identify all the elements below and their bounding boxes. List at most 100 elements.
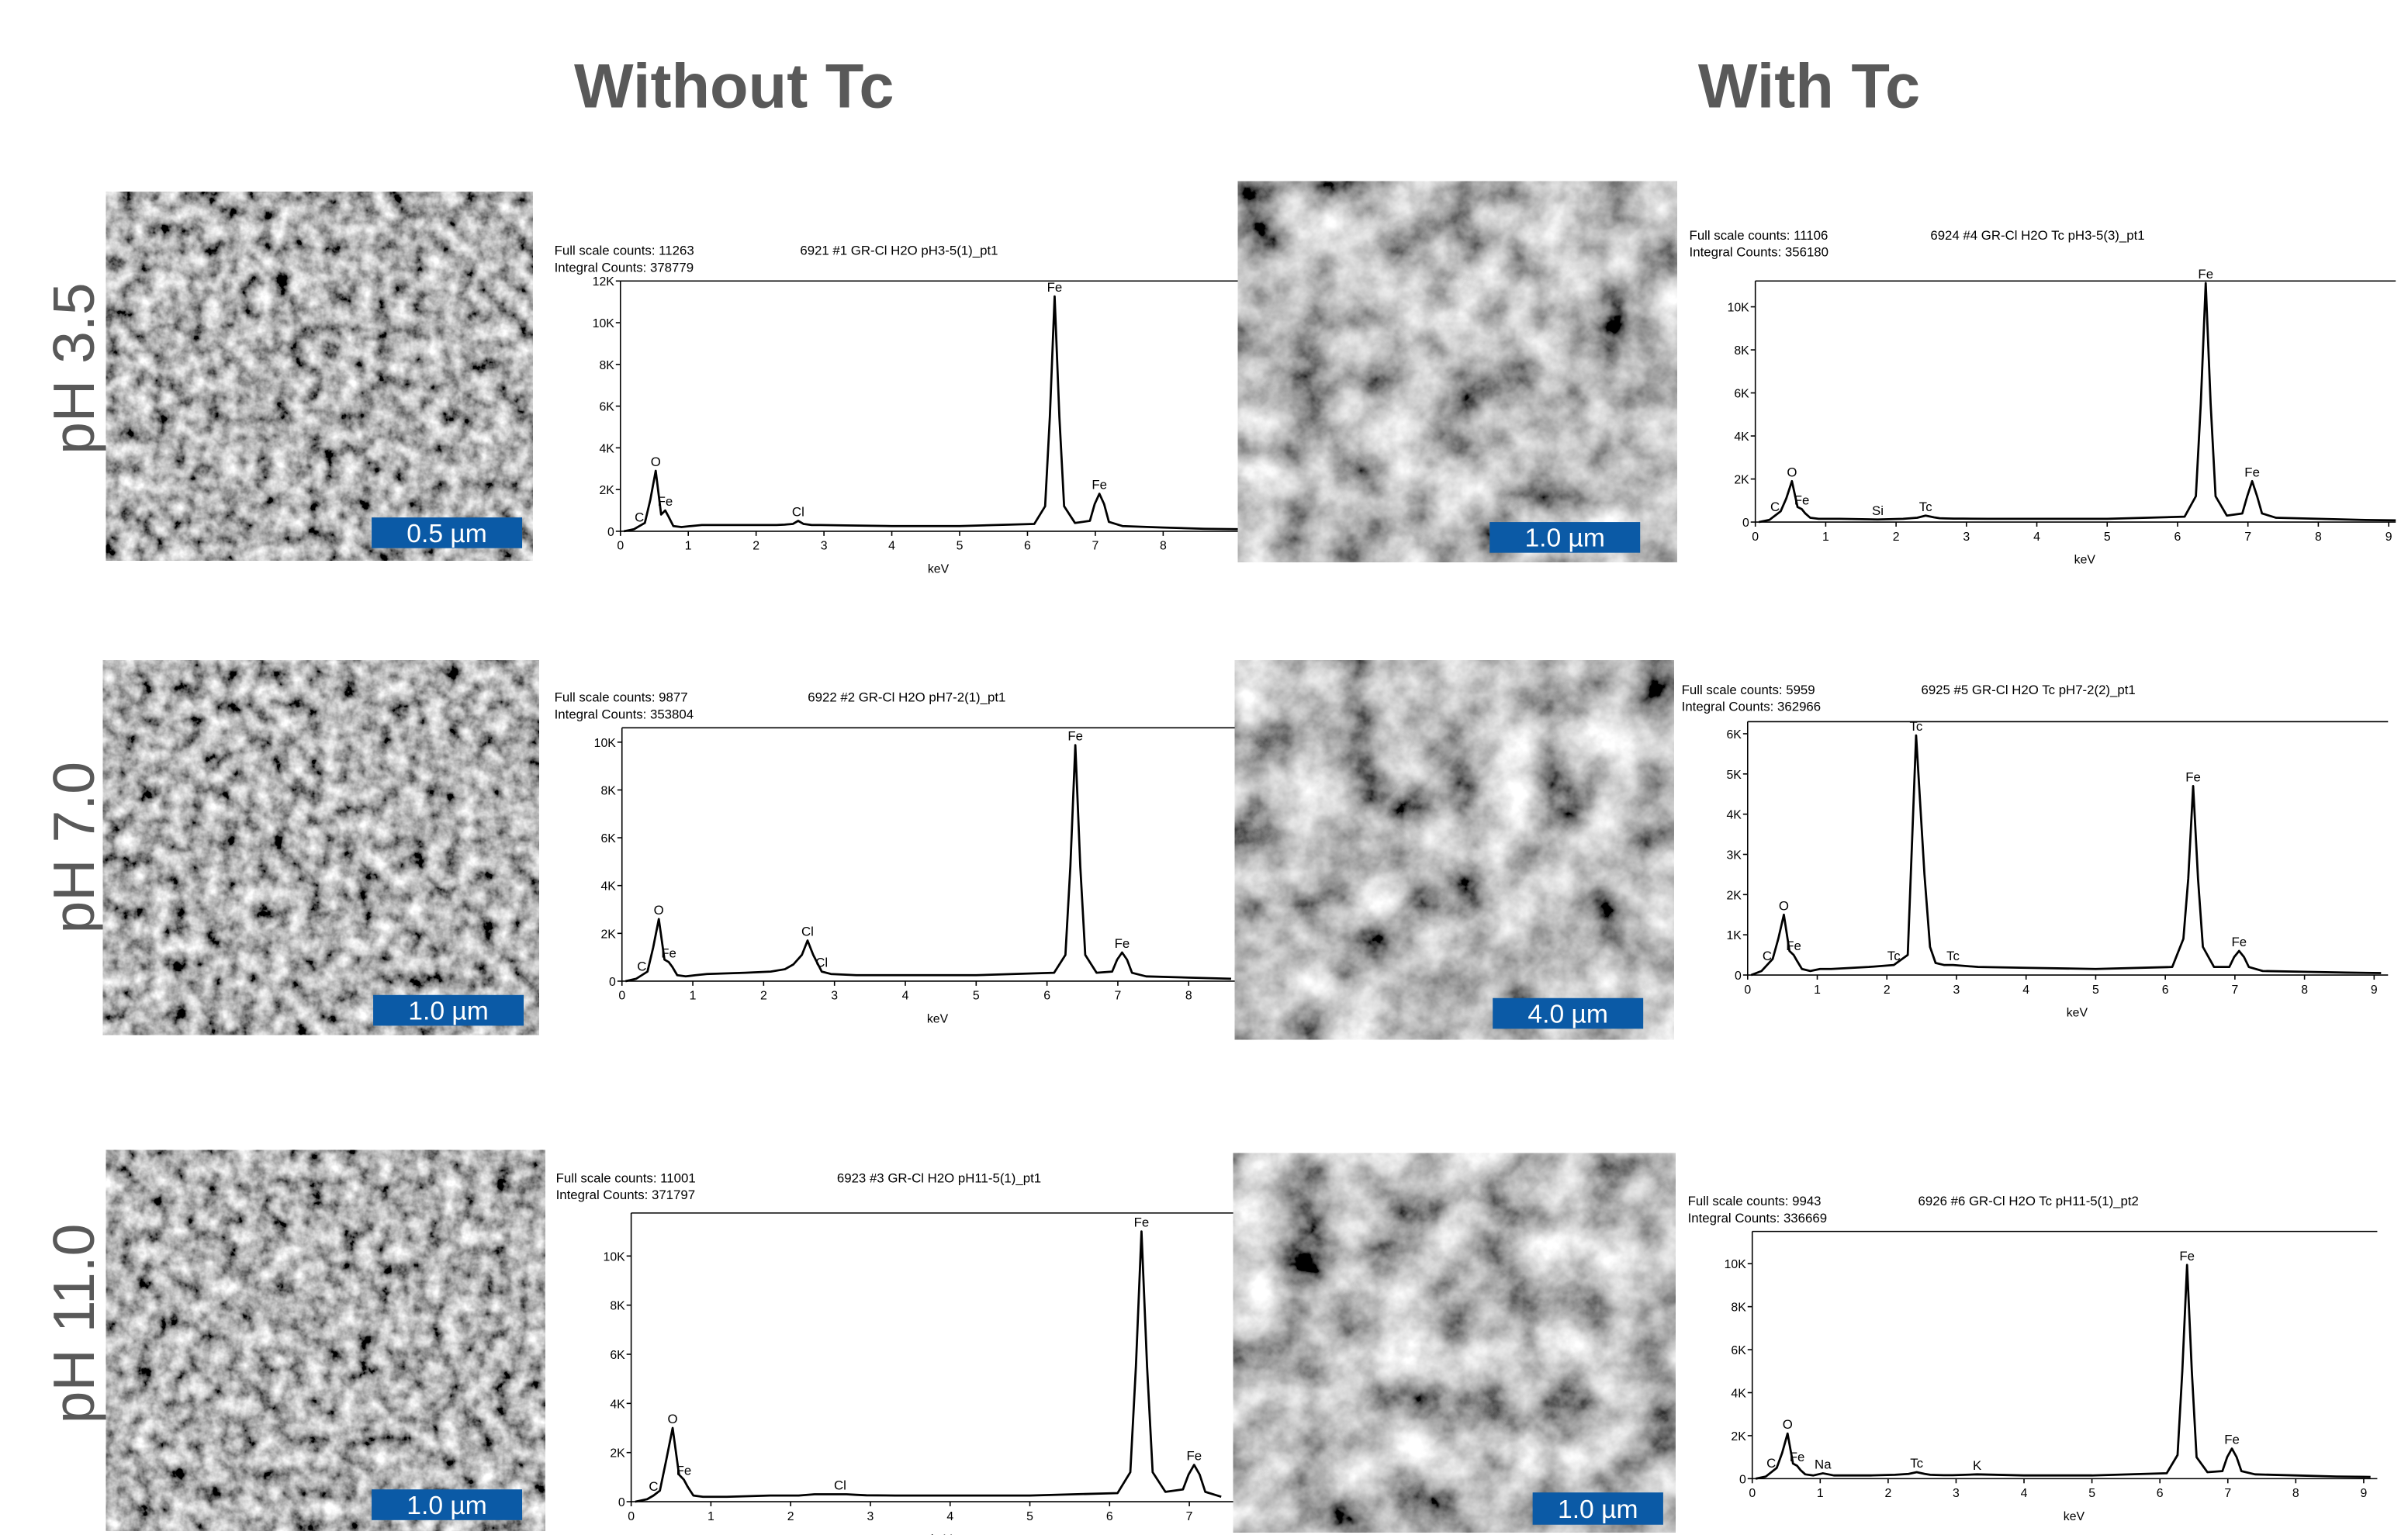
x-tick-label: 8: [2315, 531, 2322, 544]
scale-bar-label: 1.0 µm: [408, 997, 489, 1025]
x-tick-label: 8: [1185, 990, 1192, 1003]
column-header: With Tc: [1698, 52, 1920, 122]
x-tick-label: 1: [1814, 984, 1821, 997]
peak-label: Fe: [1786, 939, 1801, 953]
x-tick-label: 0: [618, 990, 625, 1003]
x-axis-label: keV: [2074, 554, 2096, 567]
y-tick-label: 0: [1742, 517, 1749, 530]
peak-label: Na: [1815, 1457, 1832, 1471]
figure: Without Tc With Tc pH 3.5pH 7.0pH 11.00.…: [0, 0, 2408, 1535]
scale-bar-label: 1.0 µm: [1524, 524, 1605, 553]
scale-bar-label: 0.5 µm: [407, 520, 487, 548]
x-axis-label: keV: [927, 1012, 949, 1025]
spectrum-line: [635, 1232, 1221, 1502]
x-tick-label: 5: [1026, 1510, 1033, 1523]
x-tick-label: 8: [2301, 984, 2308, 997]
y-tick-label: 4K: [600, 880, 616, 894]
x-tick-label: 6: [2174, 531, 2181, 544]
y-tick-label: 10K: [593, 317, 615, 330]
x-tick-label: 4: [888, 540, 895, 553]
y-tick-label: 0: [1739, 1473, 1746, 1486]
peak-label: Fe: [1790, 1450, 1805, 1464]
y-tick-label: 0: [609, 976, 616, 989]
sem-image: [1235, 660, 1674, 1039]
x-tick-label: 9: [2360, 1487, 2367, 1500]
x-tick-label: 3: [1963, 531, 1970, 544]
peak-label: Cl: [834, 1478, 846, 1493]
peak-label: Fe: [661, 946, 676, 960]
peak-label: Fe: [2231, 935, 2247, 949]
y-tick-label: 2K: [1734, 474, 1749, 487]
x-tick-label: 2: [1893, 531, 1900, 544]
peak-label: Si: [1872, 503, 1884, 518]
peak-label: C: [649, 1479, 658, 1494]
spectrum-line: [625, 745, 1231, 981]
x-tick-label: 1: [685, 540, 692, 553]
peak-label: Tc: [1946, 949, 1960, 963]
peak-label: Tc: [1919, 500, 1932, 514]
x-tick-label: 4: [2021, 1487, 2028, 1500]
x-tick-label: 8: [1160, 540, 1167, 553]
y-tick-label: 10K: [594, 737, 617, 750]
y-tick-label: 10K: [1725, 1258, 1747, 1271]
y-tick-label: 8K: [1731, 1302, 1746, 1315]
x-tick-label: 5: [2088, 1487, 2095, 1500]
x-tick-label: 1: [690, 990, 697, 1003]
peak-label: Cl: [801, 925, 814, 939]
scale-bar-label: 4.0 µm: [1527, 1000, 1608, 1029]
x-tick-label: 6: [1024, 540, 1031, 553]
peak-label: C: [635, 510, 644, 524]
y-tick-label: 3K: [1726, 849, 1742, 862]
full-scale-counts: Full scale counts: 9877: [555, 690, 688, 705]
y-tick-label: 8K: [600, 784, 616, 797]
peak-label: O: [651, 455, 661, 469]
x-tick-label: 2: [1884, 1487, 1891, 1500]
peak-label: Tc: [1910, 1456, 1923, 1471]
x-tick-label: 9: [2386, 531, 2392, 544]
full-scale-counts: Full scale counts: 11001: [556, 1170, 696, 1185]
peak-label: O: [1779, 898, 1789, 913]
x-tick-label: 1: [1822, 531, 1829, 544]
x-tick-label: 0: [1752, 531, 1759, 544]
x-tick-label: 2: [787, 1510, 794, 1523]
peak-label: Fe: [658, 494, 673, 509]
peak-label: C: [637, 959, 646, 973]
x-tick-label: 0: [1744, 984, 1751, 997]
spectrum-line: [1759, 283, 2396, 522]
x-tick-label: 5: [957, 540, 964, 553]
x-tick-label: 7: [2224, 1487, 2231, 1500]
x-tick-label: 7: [1115, 990, 1122, 1003]
y-tick-label: 0: [1735, 970, 1742, 983]
x-tick-label: 6: [1043, 990, 1050, 1003]
x-tick-label: 3: [831, 990, 838, 1003]
x-tick-label: 3: [1953, 1487, 1960, 1500]
y-tick-label: 12K: [593, 275, 615, 289]
spectrum-line: [1756, 1265, 2371, 1479]
full-scale-counts: Full scale counts: 9943: [1688, 1194, 1822, 1208]
x-tick-label: 5: [973, 990, 980, 1003]
y-tick-label: 2K: [1731, 1430, 1746, 1443]
peak-label: O: [1787, 465, 1797, 479]
x-axis-label: keV: [2064, 1510, 2085, 1523]
peak-label: K: [1973, 1458, 1982, 1473]
y-tick-label: 2K: [610, 1447, 625, 1461]
spectrum-title: 6924 #4 GR-Cl H2O Tc pH3-5(3)_pt1: [1930, 228, 2144, 243]
y-tick-label: 4K: [1726, 809, 1742, 822]
full-scale-counts: Full scale counts: 11106: [1690, 228, 1828, 243]
integral-counts: Integral Counts: 336669: [1688, 1211, 1827, 1226]
integral-counts: Integral Counts: 356180: [1690, 245, 1828, 260]
spectrum-title: 6921 #1 GR-Cl H2O pH3-5(1)_pt1: [800, 244, 998, 258]
x-tick-label: 9: [2371, 984, 2378, 997]
x-tick-label: 4: [2033, 531, 2040, 544]
y-tick-label: 0: [618, 1496, 625, 1509]
y-tick-label: 6K: [1731, 1344, 1746, 1357]
x-tick-label: 7: [2231, 984, 2238, 997]
row-label: pH 3.5: [41, 282, 106, 455]
spectrum-line: [624, 296, 1237, 531]
x-tick-label: 4: [2022, 984, 2029, 997]
peak-label: Fe: [2179, 1249, 2195, 1264]
column-header: Without Tc: [574, 52, 894, 122]
y-tick-label: 6K: [610, 1349, 625, 1362]
x-tick-label: 3: [821, 540, 828, 553]
y-tick-label: 8K: [599, 359, 614, 372]
